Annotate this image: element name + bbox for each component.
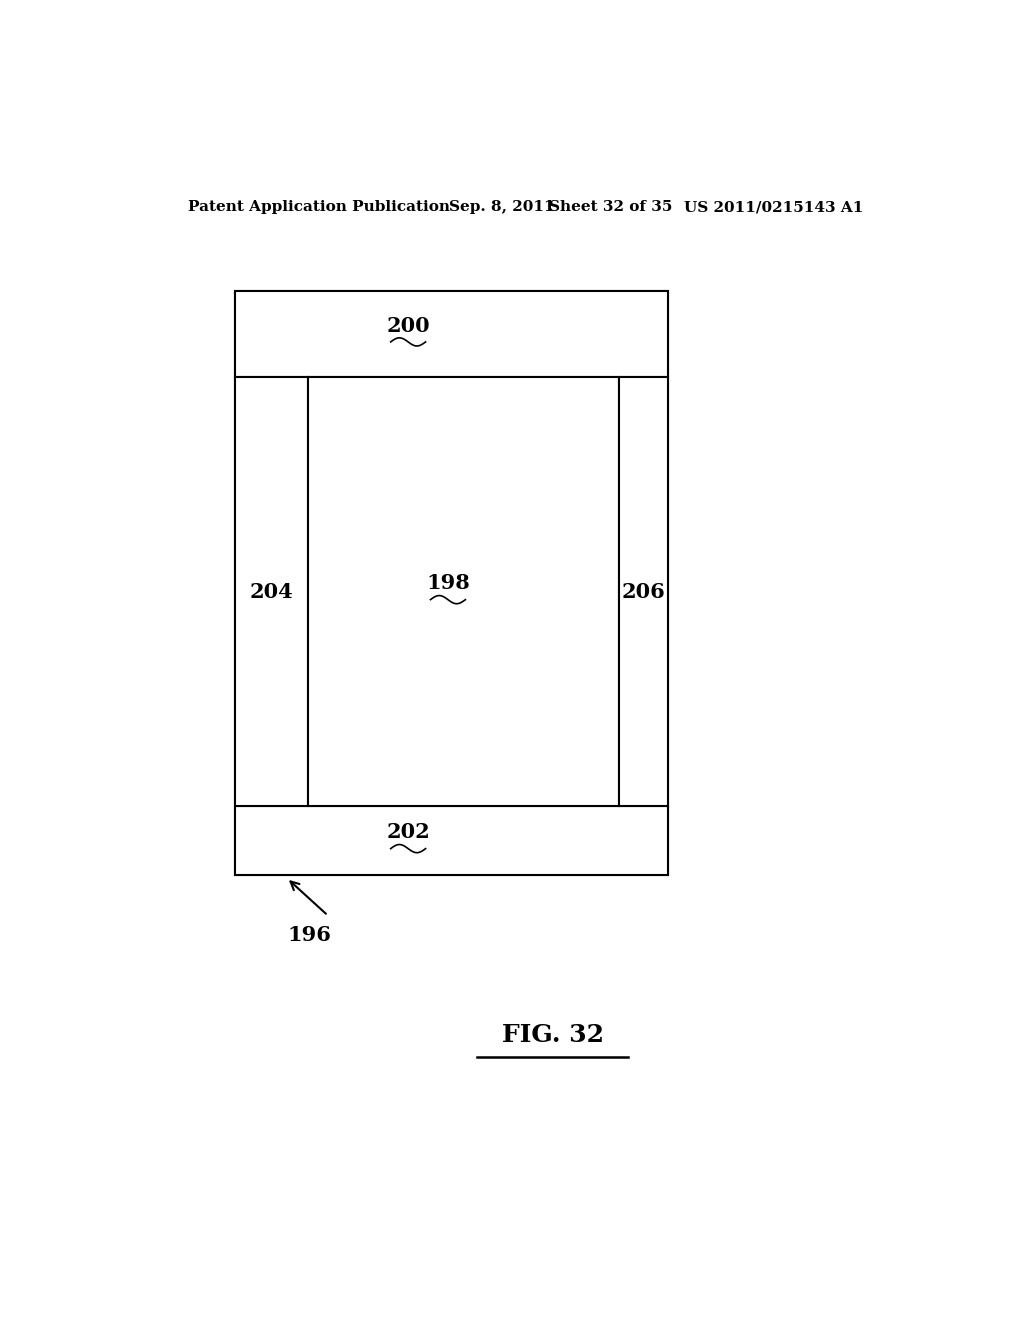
Text: Sheet 32 of 35: Sheet 32 of 35 <box>549 201 672 214</box>
Bar <box>236 807 668 875</box>
Text: 202: 202 <box>386 822 430 842</box>
Text: 198: 198 <box>426 573 470 594</box>
Bar <box>308 378 620 807</box>
Text: Patent Application Publication: Patent Application Publication <box>187 201 450 214</box>
Text: 204: 204 <box>250 582 293 602</box>
Text: 196: 196 <box>287 925 331 945</box>
Text: 200: 200 <box>386 315 430 335</box>
Bar <box>620 378 668 807</box>
Text: 206: 206 <box>622 582 666 602</box>
Text: FIG. 32: FIG. 32 <box>502 1023 603 1047</box>
Bar <box>236 290 668 875</box>
Text: US 2011/0215143 A1: US 2011/0215143 A1 <box>684 201 863 214</box>
Bar <box>236 378 308 807</box>
Text: Sep. 8, 2011: Sep. 8, 2011 <box>450 201 555 214</box>
Bar <box>236 290 668 378</box>
